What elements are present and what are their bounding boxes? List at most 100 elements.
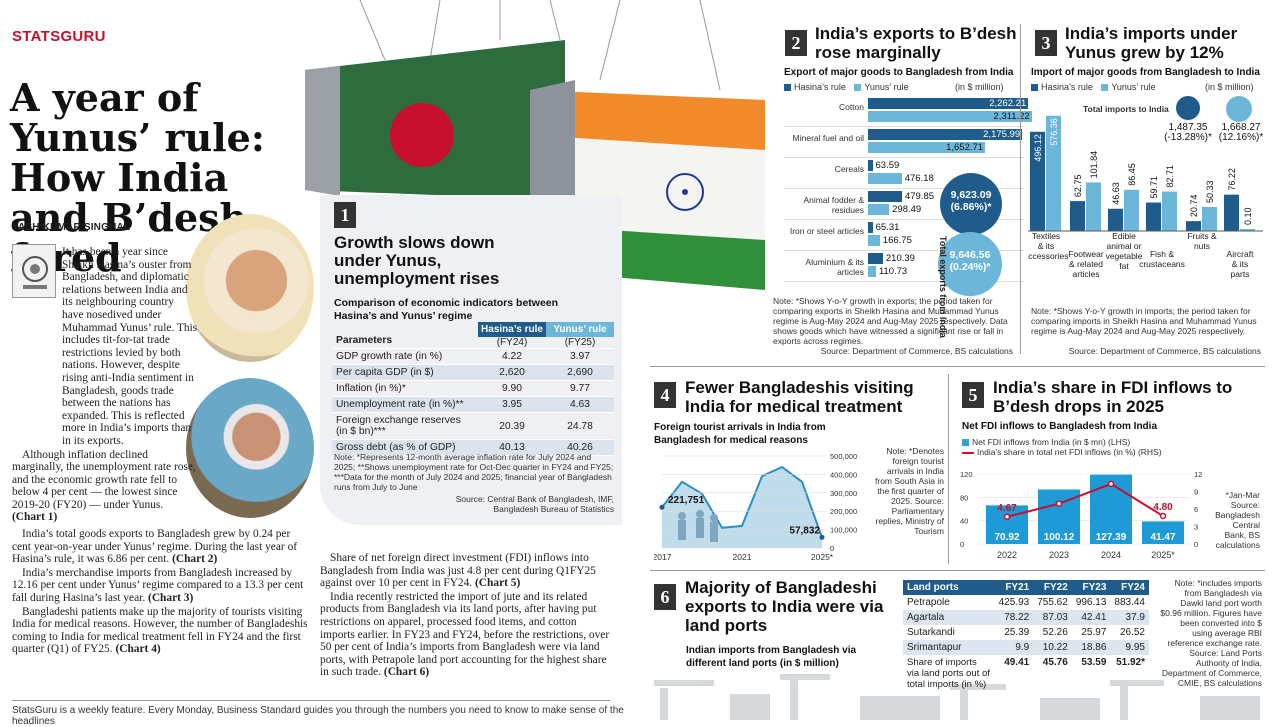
category-label: Edible — [1112, 231, 1136, 241]
y-tick-label: 100,000 — [830, 526, 857, 535]
chart-2-note: Note: *Shows Y-o-Y growth in exports; th… — [773, 296, 1008, 346]
bar — [1240, 229, 1255, 231]
bar — [1070, 201, 1085, 231]
cell: 883.44 — [1114, 597, 1145, 608]
brand-label: STATSGURU — [12, 28, 106, 45]
article-column-1: It has been a year since Sheikh Hasina’s… — [12, 246, 198, 531]
bar-category-label: Animal fodder & residues — [803, 195, 864, 215]
chart-3-title: India’s imports under Yunus grew by 12% — [1065, 24, 1238, 62]
bar-value-label: 101.84 — [1089, 151, 1099, 179]
person-icon — [678, 520, 686, 540]
bar-value-label: 576.36 — [1049, 118, 1059, 146]
cell: 18.86 — [1071, 640, 1111, 655]
article-paragraph: Although inflation declined marginally, … — [12, 448, 196, 524]
category-label: nuts — [1194, 241, 1210, 251]
bar-value-label: 76.22 — [1227, 168, 1237, 191]
x-tick-label: 2024 — [1101, 550, 1121, 560]
chart-2-title: India’s exports to B’desh rose marginall… — [815, 24, 1017, 62]
x-tick-label: 2023 — [1049, 550, 1069, 560]
bar — [1046, 115, 1061, 231]
bar-category-label: Cereals — [834, 164, 864, 174]
category-label: vegetable — [1106, 251, 1143, 261]
param-label: Foreign exchange reserves (in $ bn)*** — [332, 412, 478, 440]
share-label: 4.67 — [997, 503, 1017, 514]
person-icon — [710, 522, 718, 542]
cell: 9.9 — [994, 640, 1034, 655]
bar — [986, 505, 1028, 544]
row-divider — [784, 157, 1024, 158]
bar-value-label: 479.85 — [904, 191, 935, 202]
port-name: Petrapole — [907, 597, 950, 608]
category-label: & related — [1069, 259, 1103, 269]
param-label: Unemployment rate (in %)** — [332, 396, 478, 413]
divider-vertical-top — [1020, 24, 1021, 354]
share-point — [1107, 480, 1115, 488]
share-point — [1055, 500, 1063, 507]
cell: 755.62 — [1037, 597, 1068, 608]
bar-value-label: 41.47 — [1150, 532, 1175, 543]
share-line — [1006, 482, 1164, 518]
area-line — [661, 465, 823, 538]
cell: 52.26 — [1042, 627, 1068, 638]
bar-value-label: 46.63 — [1111, 182, 1121, 205]
row-divider — [784, 219, 1024, 220]
bar — [1030, 131, 1045, 231]
y-tick-lhs: 120 — [960, 470, 973, 479]
chart-5-combo: 0 40 80 120 0 3 6 9 12 70.92 2022 100.12 2023 127.39 2… — [960, 470, 1202, 560]
yunus-value: 3.97 — [546, 348, 614, 365]
bar-value-label: 2,311.22 — [993, 111, 1030, 122]
bar-category-label: Iron or steel articles — [789, 226, 864, 236]
x-tick-label: 2021 — [733, 552, 752, 562]
hasina-value: 20.39 — [478, 412, 546, 440]
hasina-photo — [186, 214, 314, 362]
x-tick-label: 2025* — [1151, 550, 1175, 560]
bar-value-label: 63.59 — [875, 160, 900, 171]
port-name: Srimantapur — [903, 640, 995, 655]
category-label: Aircraft — [1227, 249, 1255, 259]
port-cranes-illustration — [640, 650, 1270, 720]
divider-horizontal-low — [650, 570, 1265, 571]
bar-value-label: 2,175.99 — [983, 129, 1021, 140]
cell: 9.95 — [1110, 640, 1149, 655]
divider-horizontal-mid — [650, 366, 1265, 367]
bar-value-label: 50.33 — [1205, 180, 1215, 203]
cell: 26.52 — [1119, 627, 1145, 638]
article-paragraph: It has been a year since Sheikh Hasina’s… — [62, 246, 198, 447]
category-label: crustaceans — [1139, 259, 1185, 269]
hasina-value: 2,620 — [478, 364, 546, 381]
article-column-2: Share of net foreign direct investment (… — [320, 552, 610, 682]
col-yunus: Yunus’ rule — [546, 322, 614, 337]
chart-reference: (Chart 1) — [12, 511, 58, 524]
table-row: Per capita GDP (in $) 2,620 2,690 — [332, 364, 614, 381]
cell: 25.39 — [1004, 627, 1030, 638]
bar — [1108, 208, 1123, 231]
table-row: Agartala 78.22 87.03 42.41 37.9 — [903, 610, 1149, 625]
yunus-value: 40.26 — [546, 439, 614, 456]
category-label: Footwear — [1068, 249, 1104, 259]
table-row: Unemployment rate (in %)** 3.95 4.63 — [332, 396, 614, 413]
yunus-photo — [186, 378, 314, 518]
article-paragraph: Bangladeshi patients make up the majorit… — [12, 605, 308, 656]
chart-2-bars: Cotton 2,262.21 2,311.22 Mineral fuel and o… — [784, 98, 1032, 288]
bar — [868, 173, 902, 184]
table-row: Inflation (in %)* 9.90 9.77 — [332, 380, 614, 397]
chart-1-number: 1 — [334, 202, 356, 228]
y-tick-rhs: 0 — [1194, 540, 1198, 549]
bar-value-label: 2,262.21 — [989, 98, 1027, 109]
import-bubble-hasina — [1176, 96, 1200, 120]
table-row: Gross debt (as % of GDP) 40.13 40.26 — [332, 439, 614, 456]
cell: 42.41 — [1071, 610, 1111, 625]
col-year: FY22 — [1043, 582, 1068, 593]
chart-3-number: 3 — [1035, 30, 1057, 56]
bar — [868, 142, 986, 153]
hasina-value: 3.95 — [478, 396, 546, 413]
cell: 87.03 — [1033, 610, 1072, 625]
bar-value-label: 210.39 — [885, 253, 915, 264]
bar-value-label: 62.75 — [1073, 175, 1083, 198]
bar-category-label: Aluminium & its articles — [805, 257, 864, 277]
footer-rule — [12, 700, 610, 701]
chart-reference: (Chart 4) — [115, 643, 161, 656]
col-parameters: Parameters — [332, 322, 478, 349]
bar — [868, 160, 873, 171]
